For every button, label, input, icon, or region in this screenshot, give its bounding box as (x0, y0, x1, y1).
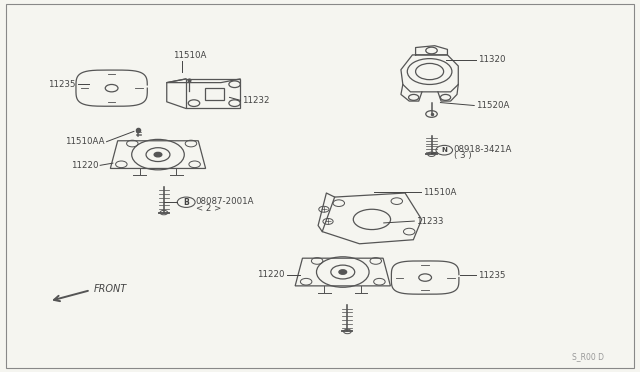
Circle shape (339, 270, 347, 274)
Text: 11320: 11320 (478, 55, 506, 64)
Text: < 2 >: < 2 > (196, 203, 221, 213)
Text: 08087-2001A: 08087-2001A (196, 197, 254, 206)
Text: 11510A: 11510A (173, 51, 207, 60)
Text: 11220: 11220 (71, 161, 99, 170)
Text: 11235: 11235 (48, 80, 76, 89)
Text: B: B (183, 198, 189, 207)
Text: FRONT: FRONT (94, 284, 127, 294)
Text: 11235: 11235 (478, 271, 506, 280)
Text: N: N (442, 147, 447, 153)
Text: ( 3 ): ( 3 ) (454, 151, 472, 160)
Text: 11510AA: 11510AA (65, 137, 104, 146)
Text: 11510A: 11510A (422, 188, 456, 197)
Text: 11520A: 11520A (476, 101, 509, 110)
Text: 11232: 11232 (243, 96, 269, 105)
Text: 11233: 11233 (416, 217, 444, 225)
Text: S_R00 D: S_R00 D (572, 352, 604, 361)
Text: 08918-3421A: 08918-3421A (454, 145, 512, 154)
Circle shape (154, 153, 162, 157)
Text: 11220: 11220 (257, 270, 285, 279)
